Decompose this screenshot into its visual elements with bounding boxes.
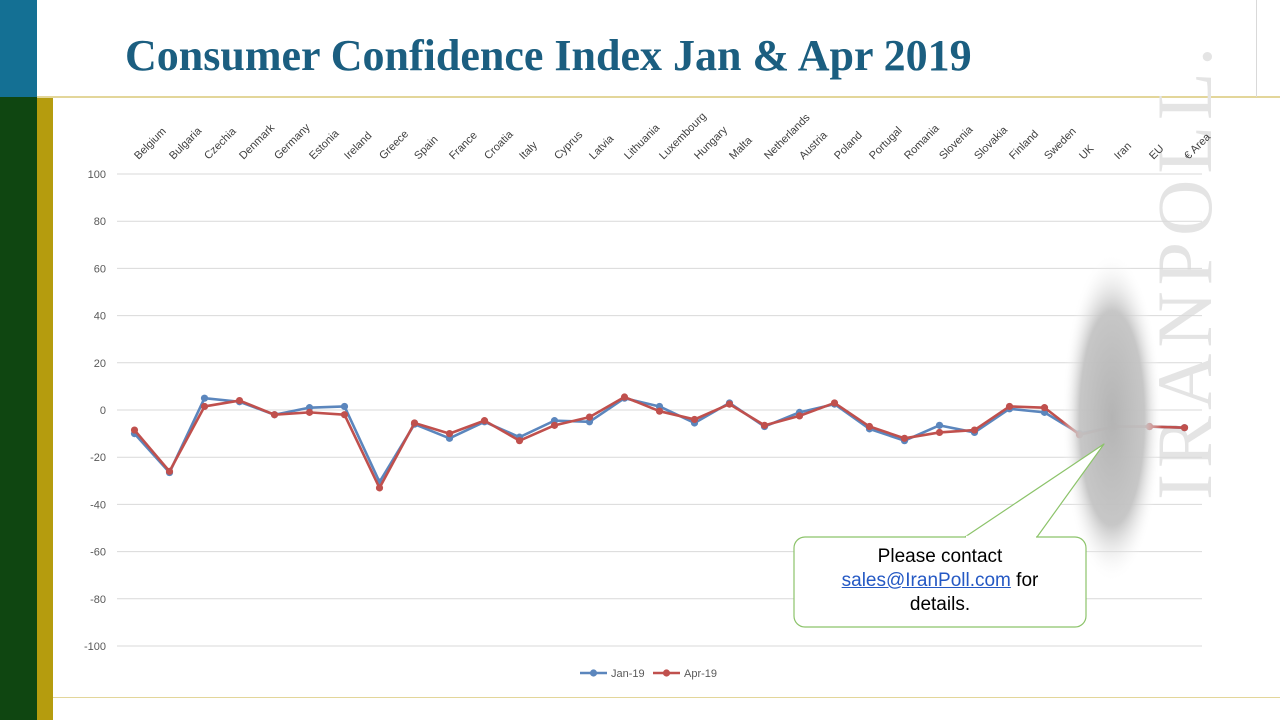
- x-tick-label: Latvia: [587, 132, 617, 162]
- x-tick-label: € Area: [1182, 131, 1214, 163]
- x-tick-label: UK: [1077, 142, 1097, 162]
- data-point: [340, 402, 349, 411]
- footer-divider: [53, 697, 1280, 698]
- data-point: [445, 430, 454, 438]
- y-tick-label: 0: [100, 405, 106, 417]
- x-tick-label: Czechia: [202, 125, 239, 162]
- accent-bar-teal: [0, 0, 37, 97]
- x-tick-label: Romania: [902, 122, 942, 162]
- x-tick-label: Finland: [1007, 128, 1041, 162]
- header-right-divider: [1256, 0, 1257, 97]
- data-point: [865, 422, 874, 431]
- data-point: [620, 393, 629, 401]
- legend-label: Apr-19: [684, 668, 717, 680]
- x-tick-label: Cyprus: [552, 129, 585, 162]
- data-point: [1040, 404, 1049, 412]
- x-tick-label: Portugal: [867, 125, 904, 162]
- y-tick-label: -20: [90, 452, 106, 464]
- x-tick-label: Sweden: [1042, 126, 1079, 163]
- data-point: [340, 411, 349, 419]
- x-tick-label: Bulgaria: [167, 124, 205, 162]
- data-point: [830, 399, 839, 407]
- y-tick-label: 80: [94, 216, 106, 228]
- legend-label: Jan-19: [611, 668, 645, 680]
- x-tick-label: Poland: [832, 129, 865, 162]
- callout-line-1: Please contact: [877, 546, 1003, 567]
- x-tick-label: Spain: [412, 134, 440, 162]
- data-point: [935, 421, 944, 429]
- data-point: [970, 426, 979, 434]
- data-point: [305, 408, 314, 416]
- x-tick-label: Iran: [1112, 140, 1134, 162]
- data-point: [935, 428, 944, 437]
- data-point: [200, 402, 209, 411]
- accent-bar-green: [0, 97, 37, 720]
- data-point: [235, 396, 244, 405]
- x-tick-label: Belgium: [132, 126, 169, 163]
- legend-entry: Jan-19: [580, 668, 645, 680]
- y-tick-label: 100: [88, 169, 106, 181]
- x-tick-label: EU: [1147, 143, 1166, 162]
- x-tick-label: Estonia: [307, 127, 342, 162]
- data-point: [515, 437, 524, 445]
- y-tick-label: -100: [84, 641, 106, 653]
- callout-box: [793, 443, 1105, 628]
- series-apr-19: [130, 393, 1189, 492]
- data-point: [1180, 424, 1189, 432]
- x-tick-label: Slovenia: [937, 123, 976, 162]
- data-point: [410, 419, 419, 427]
- data-point: [550, 421, 559, 429]
- callout-rect: [793, 536, 1087, 628]
- accent-bar-gold: [37, 97, 53, 720]
- x-tick-label: Italy: [517, 139, 540, 162]
- x-tick-label: Greece: [377, 128, 411, 162]
- data-point: [270, 411, 279, 419]
- y-tick-label: -60: [90, 547, 106, 559]
- callout-line-3: details.: [909, 594, 971, 615]
- x-tick-label: France: [447, 129, 480, 162]
- header-divider: [37, 96, 1280, 98]
- data-point: [655, 407, 664, 415]
- x-tick-label: Ireland: [342, 130, 374, 162]
- x-tick-label: Slovakia: [972, 124, 1011, 163]
- x-tick-label: Croatia: [482, 128, 516, 162]
- series-layer: [130, 393, 1189, 492]
- legend: Jan-19 Apr-19: [580, 668, 717, 680]
- callout-text: Please contact sales@IranPoll.com for de…: [800, 545, 1080, 617]
- x-axis-ticks: BelgiumBulgariaCzechiaDenmarkGermanyEsto…: [132, 110, 1214, 162]
- x-tick-label: Germany: [272, 121, 313, 162]
- data-point: [375, 484, 384, 492]
- x-tick-label: Malta: [727, 134, 755, 162]
- y-axis-ticks: 100 80 60 40 20 0 -20 -40 -60 -80 -100: [84, 169, 106, 653]
- y-tick-label: 60: [94, 263, 106, 275]
- page-title: Consumer Confidence Index Jan & Apr 2019: [125, 31, 972, 80]
- legend-swatch-marker: [589, 669, 598, 677]
- callout-line-2: sales@IranPoll.com for: [800, 569, 1080, 593]
- x-tick-label: Lithuania: [622, 121, 663, 162]
- redaction-blur: [1062, 253, 1162, 583]
- data-point: [200, 394, 209, 402]
- data-point: [900, 434, 909, 442]
- sales-email-link[interactable]: sales@IranPoll.com: [841, 570, 1011, 591]
- x-tick-label: Denmark: [237, 122, 277, 162]
- y-tick-label: -40: [90, 499, 106, 511]
- y-tick-label: 40: [94, 311, 106, 323]
- data-point: [690, 415, 699, 424]
- y-tick-label: -80: [90, 594, 106, 606]
- data-point: [795, 412, 804, 420]
- data-point: [1005, 402, 1014, 411]
- data-point: [130, 426, 139, 434]
- legend-entry: Apr-19: [653, 668, 717, 680]
- legend-swatch-marker: [662, 669, 671, 677]
- data-point: [480, 417, 489, 425]
- data-point: [760, 421, 769, 429]
- data-point: [165, 467, 174, 475]
- y-tick-label: 20: [94, 358, 106, 370]
- callout-pointer: [964, 443, 1105, 538]
- data-point: [725, 400, 734, 408]
- x-tick-label: Austria: [797, 129, 830, 162]
- callout-for-text: for: [1010, 570, 1039, 591]
- data-point: [585, 413, 594, 421]
